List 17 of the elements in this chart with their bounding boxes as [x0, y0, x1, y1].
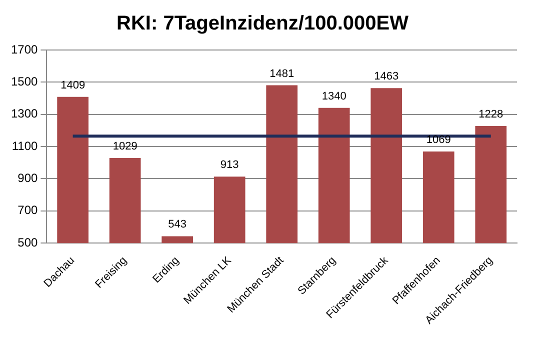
data-label: 543: [168, 218, 187, 231]
data-label: 1029: [112, 140, 138, 153]
y-tick-label: 1700: [10, 42, 38, 56]
y-tick-label: 1500: [10, 74, 38, 88]
y-tick-label: 500: [18, 235, 38, 250]
data-label: 1463: [374, 70, 399, 83]
data-label: 1481: [270, 68, 294, 80]
y-tick-label: 1100: [12, 138, 38, 153]
data-label: 913: [220, 159, 239, 172]
chart-title: RKI: 7TageInzidenz/100.000EW: [116, 12, 409, 35]
data-label: 1340: [322, 90, 346, 102]
data-label: 1409: [60, 79, 86, 92]
y-tick-label: 1300: [10, 106, 38, 121]
data-label: 1069: [426, 134, 451, 146]
data-label: 1228: [478, 108, 504, 120]
y-tick-label: 900: [18, 171, 38, 186]
y-tick-label: 700: [18, 203, 38, 218]
